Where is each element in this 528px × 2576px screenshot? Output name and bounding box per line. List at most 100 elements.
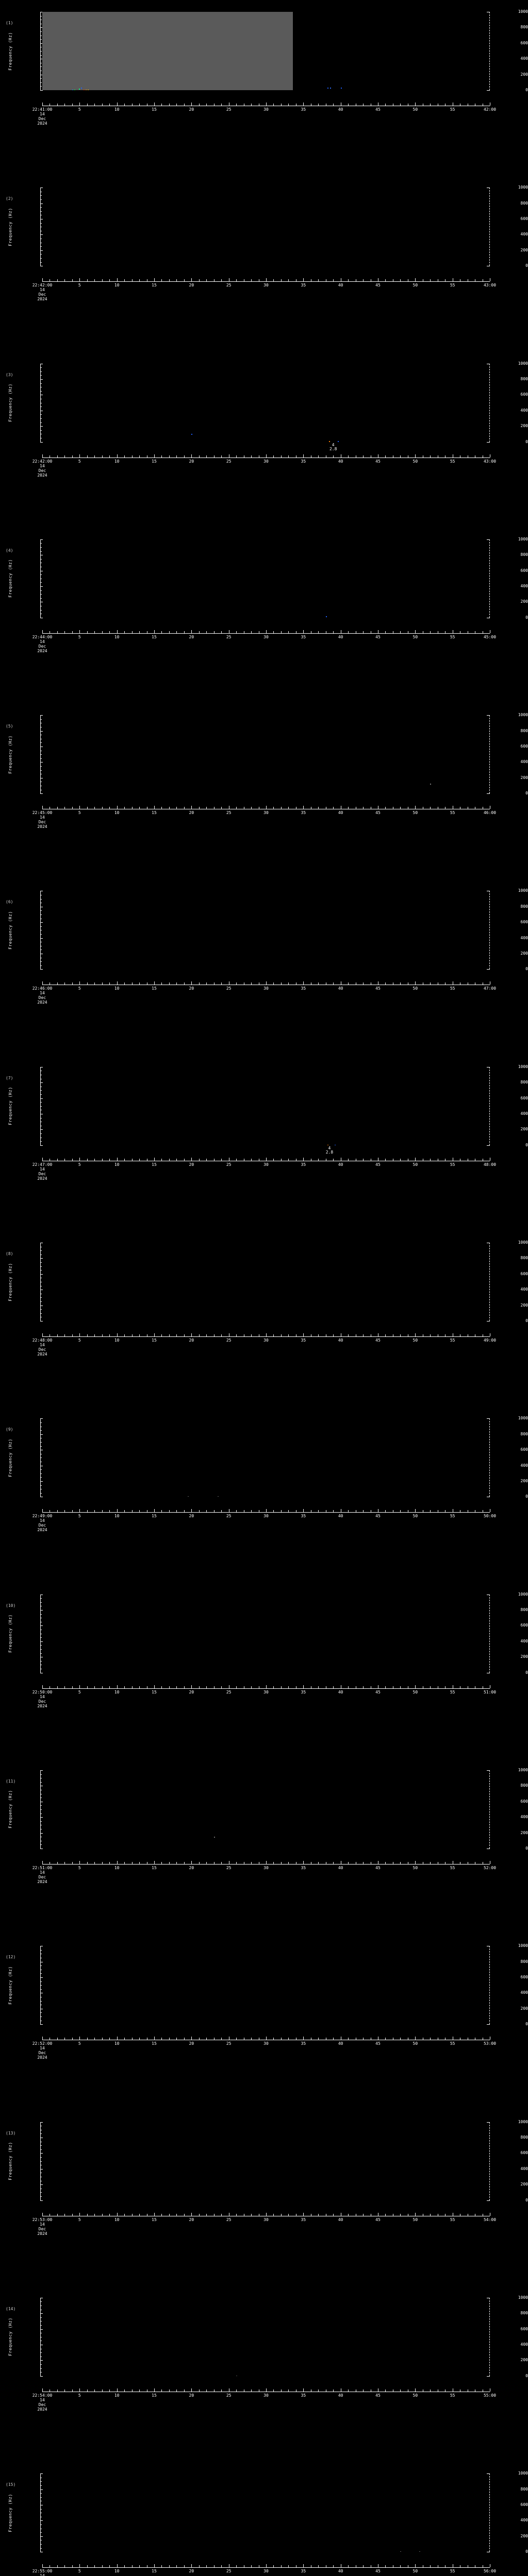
- spectrogram-panel[interactable]: (10) Frequency (Hz) 0 200 400 600 800 1000 5 10 15…: [0, 1583, 528, 1758]
- y-minor-tick: [40, 2352, 42, 2353]
- x-tick: [303, 630, 304, 633]
- x-tick-label: 20: [189, 2217, 194, 2222]
- x-minor-tick: [169, 982, 170, 985]
- spectrogram-panel[interactable]: (2) Frequency (Hz) 0 200 400 600 800 1000 5 10 15 2…: [0, 176, 528, 351]
- y-tick-label: 200: [520, 1654, 528, 1659]
- y-tick: [40, 2360, 43, 2361]
- y-minor-tick: [40, 2524, 42, 2525]
- x-tick-label: 10: [114, 107, 120, 112]
- x-minor-tick: [206, 2213, 207, 2216]
- spectrogram-panel[interactable]: (12) Frequency (Hz) 0 200 400 600 800 1000 5 10 15…: [0, 1934, 528, 2110]
- y-tick-label: 0: [525, 1845, 528, 1851]
- y-minor-tick: [40, 551, 42, 552]
- right-axis-cap: [487, 715, 490, 716]
- x-axis-start-time: 22:55:00: [32, 2569, 53, 2574]
- y-axis-label-text: Frequency (Hz): [8, 2142, 13, 2180]
- x-minor-tick: [131, 104, 133, 106]
- x-minor-tick: [109, 1861, 110, 1864]
- y-axis-label: Frequency (Hz): [7, 1595, 13, 1673]
- y-minor-tick: [40, 1106, 42, 1107]
- x-minor-tick: [131, 807, 133, 809]
- right-axis-cap: [487, 442, 490, 443]
- x-tick: [191, 981, 192, 985]
- x-minor-tick: [64, 631, 65, 633]
- y-tick: [40, 27, 43, 28]
- plot-area[interactable]: [42, 1418, 490, 1497]
- plot-area[interactable]: [42, 2473, 490, 2552]
- x-tick-label: 40: [338, 2393, 343, 2398]
- x-tick-label: 45: [375, 986, 381, 991]
- plot-area[interactable]: [42, 12, 490, 90]
- x-minor-tick: [288, 455, 289, 457]
- x-minor-tick: [124, 104, 125, 106]
- plot-area[interactable]: [42, 715, 490, 793]
- x-tick-label: 45: [375, 2041, 381, 2046]
- x-axis-line: [42, 633, 490, 634]
- y-tick: [40, 90, 43, 91]
- plot-area[interactable]: [42, 2122, 490, 2200]
- y-axis-label-text: Frequency (Hz): [8, 2317, 13, 2357]
- spectrogram-panel[interactable]: (5) Frequency (Hz) 0 200 400 600 800 1000 5 10 15 2…: [0, 703, 528, 879]
- x-minor-tick: [161, 2038, 162, 2040]
- plot-area[interactable]: [42, 2298, 490, 2376]
- plot-area[interactable]: [42, 1067, 490, 1145]
- spectrogram-panel[interactable]: (11) Frequency (Hz) 0 200 400 600 800 1000 5 10 15…: [0, 1758, 528, 1934]
- plot-area[interactable]: [42, 539, 490, 618]
- spectrogram-panel[interactable]: (7) Frequency (Hz) 0 200 400 600 800 1000 5 10 15 2…: [0, 1055, 528, 1231]
- x-tick-label: 45: [375, 107, 381, 112]
- x-tick-label: 25: [226, 2217, 232, 2222]
- plot-area[interactable]: [42, 1946, 490, 2024]
- x-minor-tick: [64, 279, 65, 282]
- spectrogram-panel[interactable]: (15) Frequency (Hz) 0 200 400 600 800 1000 5 10 15…: [0, 2462, 528, 2576]
- plot-area[interactable]: [42, 1243, 490, 1321]
- plot-area[interactable]: [42, 188, 490, 266]
- x-minor-tick: [87, 455, 88, 457]
- x-minor-tick: [288, 2389, 289, 2392]
- y-tick-label: 1000: [518, 1767, 528, 1772]
- y-tick-label: 600: [520, 1799, 528, 1804]
- x-minor-tick: [445, 631, 446, 633]
- x-tick: [266, 806, 267, 809]
- y-tick-label: 400: [520, 2518, 528, 2523]
- spectrogram-panel[interactable]: (9) Frequency (Hz) 0 200 400 600 800 1000 5 10 15 2…: [0, 1406, 528, 1582]
- right-axis-line: [489, 188, 490, 266]
- spectrogram-panel[interactable]: (1) Frequency (Hz) 0 200 400 600 800 1000 5 10 15 2…: [0, 0, 528, 176]
- spectrogram-panel[interactable]: (6) Frequency (Hz) 0 200 400 600 800 1000 5 10 15 2…: [0, 879, 528, 1055]
- x-tick-label: 10: [114, 2393, 120, 2398]
- x-minor-tick: [124, 631, 125, 633]
- x-tick-label: 20: [189, 2393, 194, 2398]
- y-axis-label: Frequency (Hz): [7, 539, 13, 618]
- y-minor-tick: [40, 258, 42, 259]
- y-axis-label: Frequency (Hz): [7, 364, 13, 442]
- y-minor-tick: [40, 2497, 42, 2498]
- spectrogram-panel[interactable]: (8) Frequency (Hz) 0 200 400 600 800 1000 5 10 15 2…: [0, 1231, 528, 1406]
- spectrogram-panel[interactable]: (3) Frequency (Hz) 0 200 400 600 800 1000 5 10 15 2…: [0, 352, 528, 528]
- x-tick-label: 55: [450, 1338, 455, 1343]
- right-axis-line: [489, 2297, 490, 2376]
- y-tick-label: 600: [520, 1095, 528, 1100]
- x-tick-label: 25: [226, 986, 232, 991]
- x-axis-start-time: 22:45:00: [32, 810, 53, 816]
- x-minor-tick: [57, 2565, 58, 2568]
- y-tick-label: 600: [520, 2150, 528, 2156]
- date-line: Dec: [38, 1699, 46, 1704]
- spectrogram-panel[interactable]: (4) Frequency (Hz) 0 200 400 600 800 1000 5 10 15 2…: [0, 528, 528, 703]
- plot-area[interactable]: [42, 891, 490, 969]
- plot-area[interactable]: [42, 1770, 490, 1849]
- date-line: Dec: [38, 995, 46, 1001]
- x-minor-tick: [273, 1861, 274, 1864]
- x-tick-label: 30: [263, 459, 269, 464]
- spectrogram-panel[interactable]: (13) Frequency (Hz) 0 200 400 600 800 1000 5 10 15…: [0, 2110, 528, 2286]
- y-minor-tick: [40, 1422, 42, 1423]
- plot-area[interactable]: [42, 1595, 490, 1673]
- y-minor-tick: [40, 1485, 42, 1486]
- y-minor-tick: [40, 1469, 42, 1470]
- x-tick-label: 55: [450, 2217, 455, 2222]
- x-minor-tick: [333, 1158, 334, 1161]
- x-minor-tick: [363, 1334, 364, 1337]
- y-minor-tick: [40, 1821, 42, 1822]
- plot-area[interactable]: [42, 364, 490, 442]
- x-tick-label: 5: [78, 2217, 81, 2222]
- y-tick: [40, 1418, 43, 1419]
- spectrogram-panel[interactable]: (14) Frequency (Hz) 0 200 400 600 800 1000 5 10 15…: [0, 2286, 528, 2462]
